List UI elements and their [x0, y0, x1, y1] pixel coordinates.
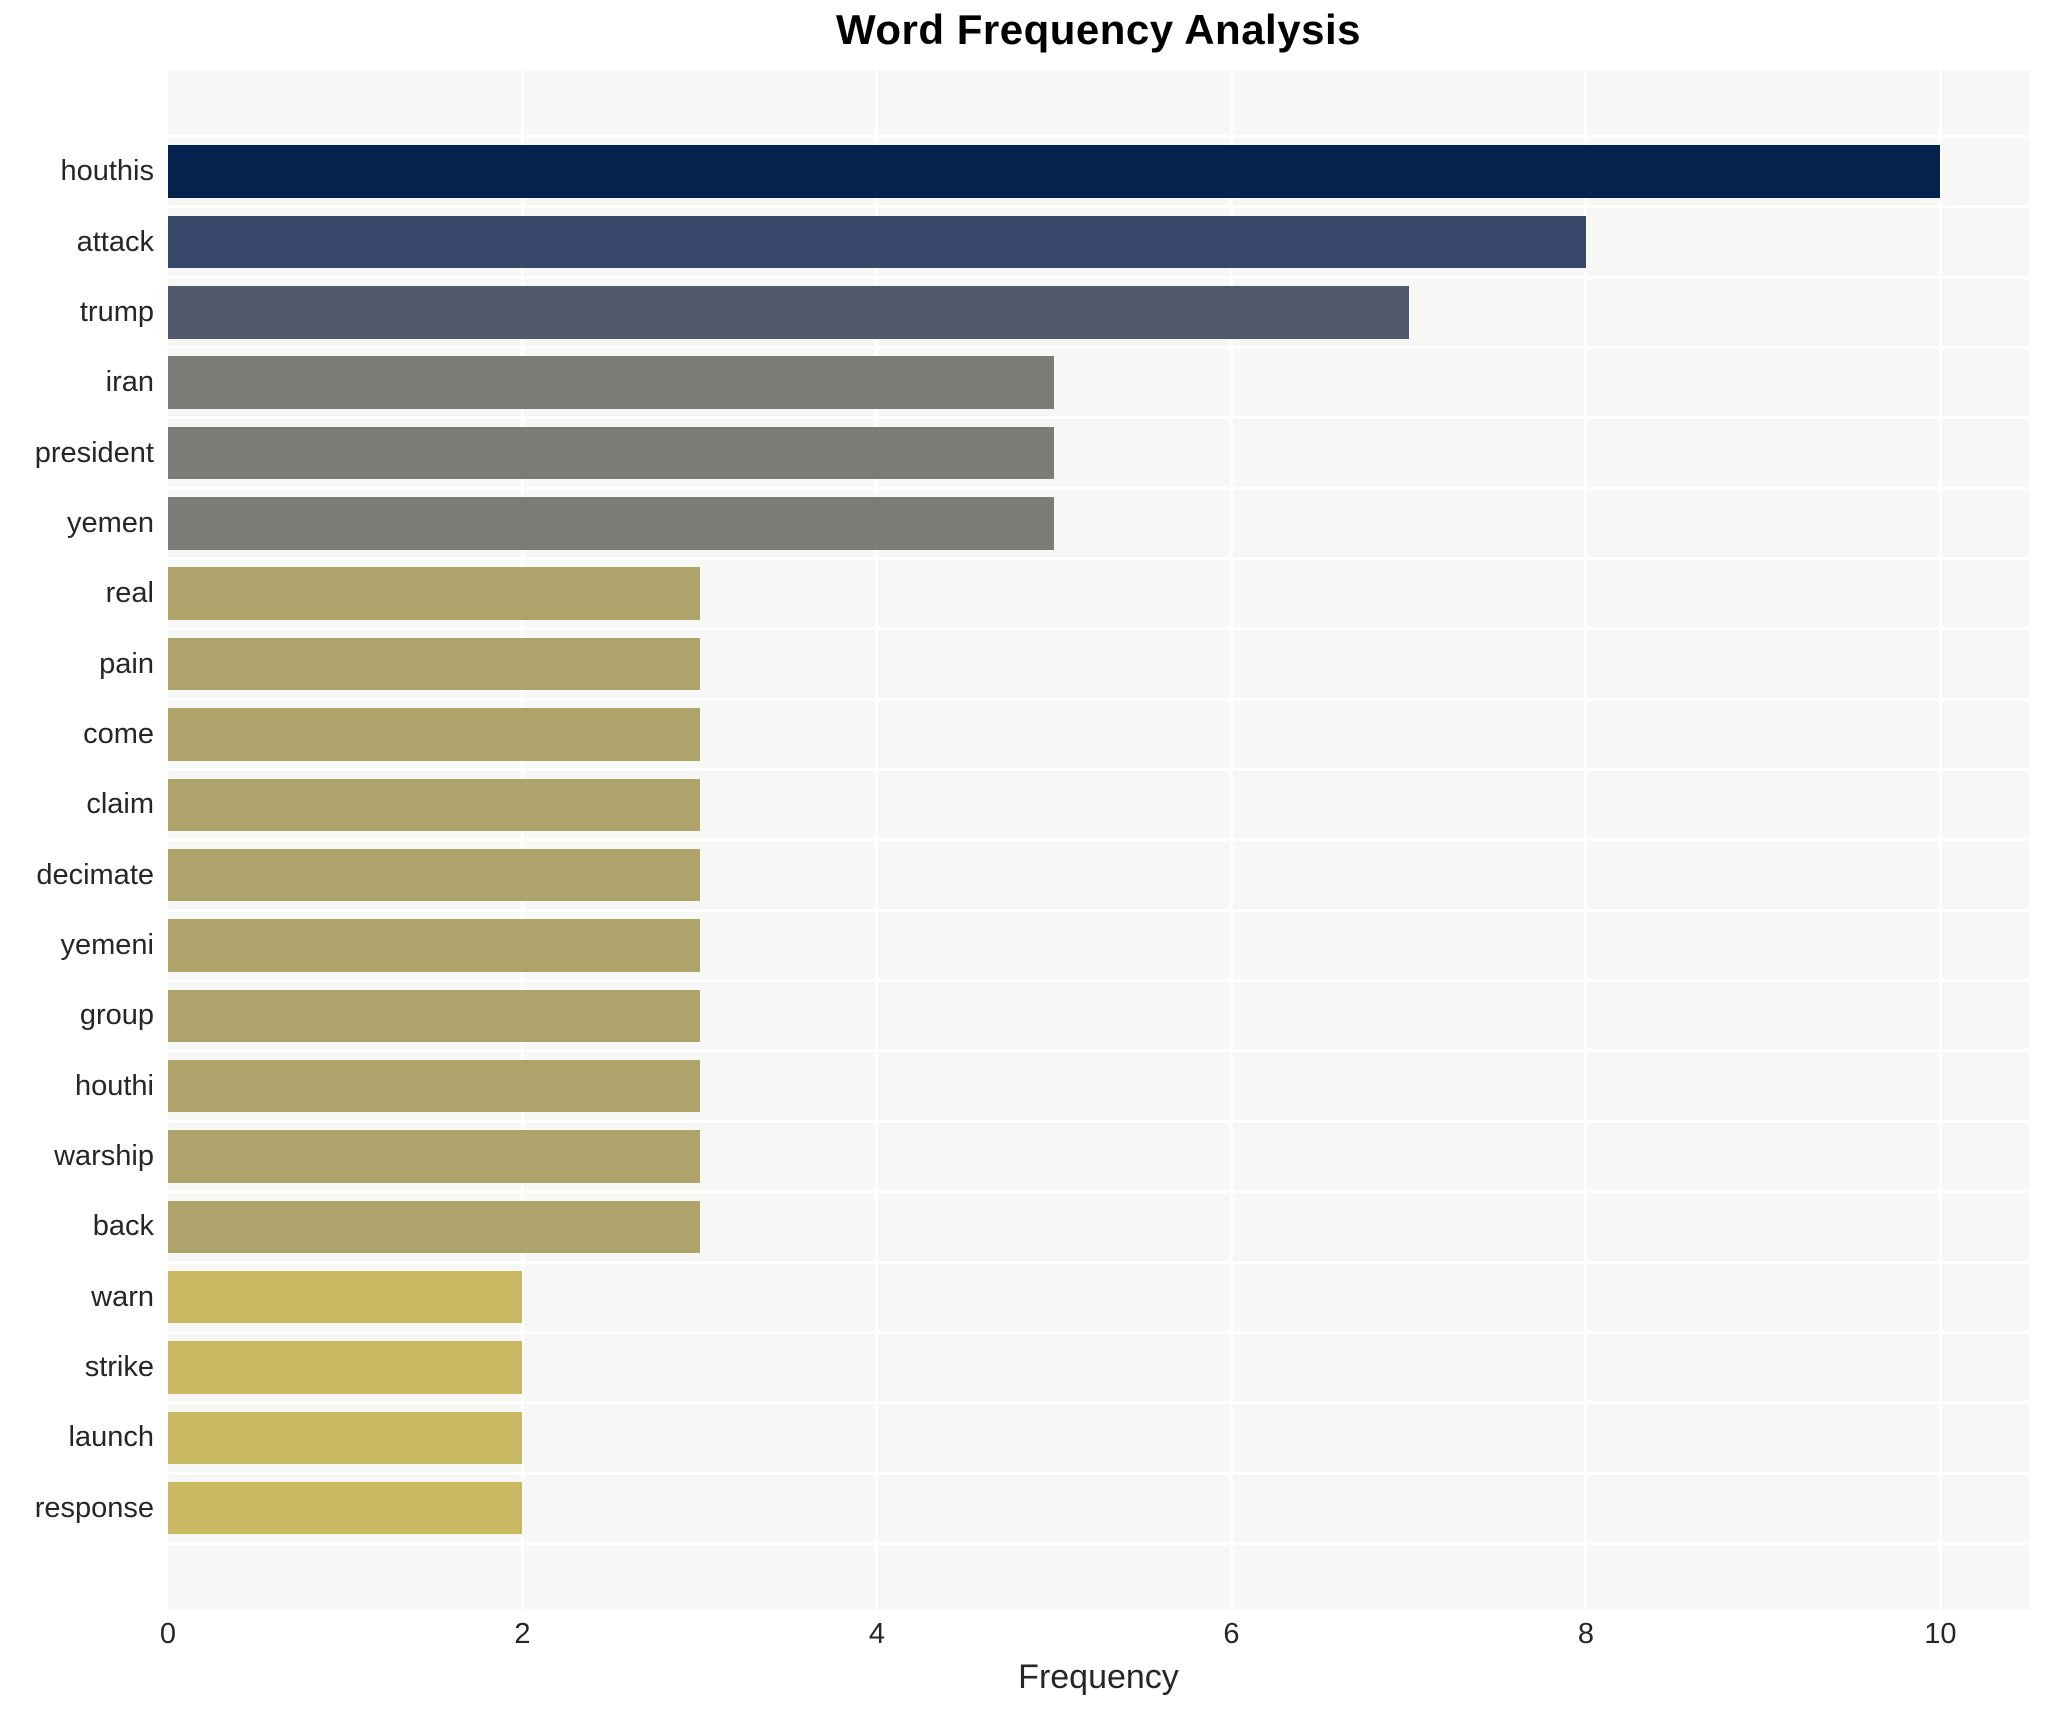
bar-response — [168, 1481, 523, 1535]
bar-warship — [168, 1130, 700, 1183]
category-label-real: real — [105, 577, 154, 610]
category-label-attack: attack — [76, 225, 154, 258]
bar-row — [168, 346, 2029, 416]
bar-row — [168, 627, 2029, 697]
category-label-houthi: houthi — [74, 1069, 154, 1102]
bar-back — [168, 1200, 700, 1254]
bar-row — [168, 697, 2029, 768]
category-label-iran: iran — [105, 366, 154, 399]
bar-row — [168, 486, 2029, 557]
bar-row — [168, 1190, 2029, 1260]
bar-houthis — [168, 145, 1941, 198]
bar-row — [168, 1119, 2029, 1190]
category-label-decimate: decimate — [36, 858, 154, 891]
chart-title: Word Frequency Analysis — [836, 6, 1361, 53]
bar-row — [168, 768, 2029, 838]
category-label-pain: pain — [99, 647, 154, 680]
x-tick-4: 4 — [868, 1618, 886, 1650]
bar-row — [168, 1049, 2029, 1119]
category-label-warn: warn — [91, 1280, 154, 1313]
category-label-come: come — [83, 717, 154, 750]
bar-yemen — [168, 497, 1055, 550]
category-label-group: group — [79, 999, 154, 1032]
bar-row — [168, 1471, 2029, 1545]
category-label-warship: warship — [54, 1139, 154, 1172]
bar-row — [168, 205, 2029, 275]
category-label-claim: claim — [86, 788, 154, 821]
bar-row — [168, 979, 2029, 1049]
category-label-back: back — [92, 1210, 154, 1243]
bar-rows — [168, 70, 2029, 1610]
bar-row — [168, 416, 2029, 486]
bar-decimate — [168, 848, 700, 902]
bar-claim — [168, 778, 700, 832]
bar-row — [168, 908, 2029, 979]
x-tick-0: 0 — [159, 1618, 177, 1650]
category-label-yemeni: yemeni — [60, 928, 155, 961]
x-axis-label: Frequency — [1018, 1658, 1179, 1696]
bar-row — [168, 838, 2029, 908]
bar-houthi — [168, 1059, 700, 1113]
plot-area — [168, 70, 2029, 1610]
category-label-strike: strike — [84, 1351, 154, 1384]
bar-iran — [168, 356, 1055, 409]
bar-group — [168, 989, 700, 1043]
bar-pain — [168, 637, 700, 691]
bar-row — [168, 1260, 2029, 1331]
category-label-houthis: houthis — [60, 155, 154, 188]
category-label-trump: trump — [79, 295, 154, 328]
bar-warn — [168, 1270, 523, 1324]
bar-row — [168, 275, 2029, 346]
category-label-yemen: yemen — [66, 506, 154, 539]
bar-row — [168, 1401, 2029, 1471]
bar-strike — [168, 1341, 523, 1394]
category-label-president: president — [34, 436, 154, 469]
bar-row — [168, 557, 2029, 627]
x-tick-8: 8 — [1577, 1618, 1594, 1650]
bar-attack — [168, 215, 1586, 269]
bar-trump — [168, 286, 1409, 339]
x-tick-6: 6 — [1223, 1618, 1240, 1650]
x-tick-2: 2 — [514, 1618, 531, 1650]
bar-row — [168, 135, 2029, 205]
y-axis-category-labels: houthis attack trump iran president yemen real… — [0, 70, 154, 1610]
category-label-launch: launch — [68, 1421, 154, 1454]
bar-yemeni — [168, 919, 700, 972]
bar-president — [168, 426, 1055, 480]
category-label-response: response — [34, 1491, 154, 1524]
bar-real — [168, 567, 700, 620]
bar-come — [168, 708, 700, 761]
x-tick-10: 10 — [1924, 1618, 1957, 1650]
bar-launch — [168, 1411, 523, 1465]
bar-row — [168, 1330, 2029, 1401]
